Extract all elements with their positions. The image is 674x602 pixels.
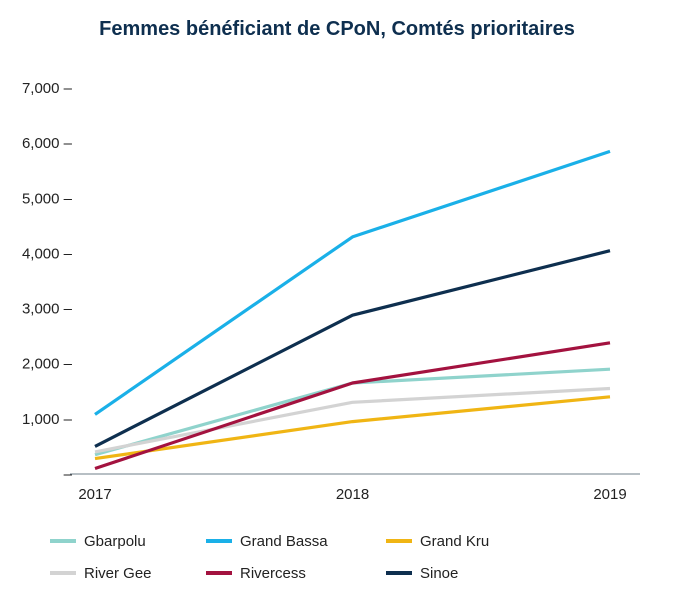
legend-item: Grand Kru bbox=[386, 533, 489, 550]
y-tick-label: 5,000 – bbox=[22, 190, 73, 207]
x-tick-label: 2017 bbox=[78, 486, 111, 503]
y-axis: – 1,000 – 2,000 – 3,000 – 4,000 – 5,000 – 6,00… bbox=[22, 80, 73, 483]
series-line-grand-kru bbox=[94, 395, 611, 461]
x-tick-label: 2019 bbox=[593, 486, 626, 503]
y-tick-label: 4,000 – bbox=[22, 245, 73, 262]
series-line-grand-bassa bbox=[94, 149, 611, 416]
series-line-rivercess bbox=[94, 341, 611, 471]
x-tick-label: 2018 bbox=[336, 486, 369, 503]
legend-item: Grand Bassa bbox=[206, 533, 328, 550]
legend-item: Rivercess bbox=[206, 565, 306, 582]
series-lines bbox=[94, 149, 611, 471]
legend-item: River Gee bbox=[50, 565, 152, 582]
legend-item: Sinoe bbox=[386, 565, 458, 582]
y-tick-label: 7,000 – bbox=[22, 80, 73, 97]
series-line-sinoe bbox=[94, 249, 611, 448]
chart-title: Femmes bénéficiant de CPoN, Comtés prior… bbox=[99, 18, 575, 40]
y-tick-label: – bbox=[64, 466, 73, 483]
y-tick-label: 2,000 – bbox=[22, 356, 73, 373]
series-line-river-gee bbox=[94, 386, 611, 454]
y-tick-label: 6,000 – bbox=[22, 135, 73, 152]
y-tick-label: 3,000 – bbox=[22, 301, 73, 318]
legend-item: Gbarpolu bbox=[50, 533, 146, 550]
legend: Gbarpolu Grand Bassa Grand Kru River Gee Riv… bbox=[50, 533, 489, 582]
y-tick-label: 1,000 – bbox=[22, 411, 73, 428]
legend-label: Gbarpolu bbox=[84, 533, 146, 550]
x-axis: 2017 2018 2019 bbox=[78, 486, 626, 503]
legend-label: Sinoe bbox=[420, 565, 458, 582]
legend-label: Grand Kru bbox=[420, 533, 489, 550]
legend-label: Grand Bassa bbox=[240, 533, 328, 550]
legend-label: Rivercess bbox=[240, 565, 306, 582]
legend-label: River Gee bbox=[84, 565, 152, 582]
